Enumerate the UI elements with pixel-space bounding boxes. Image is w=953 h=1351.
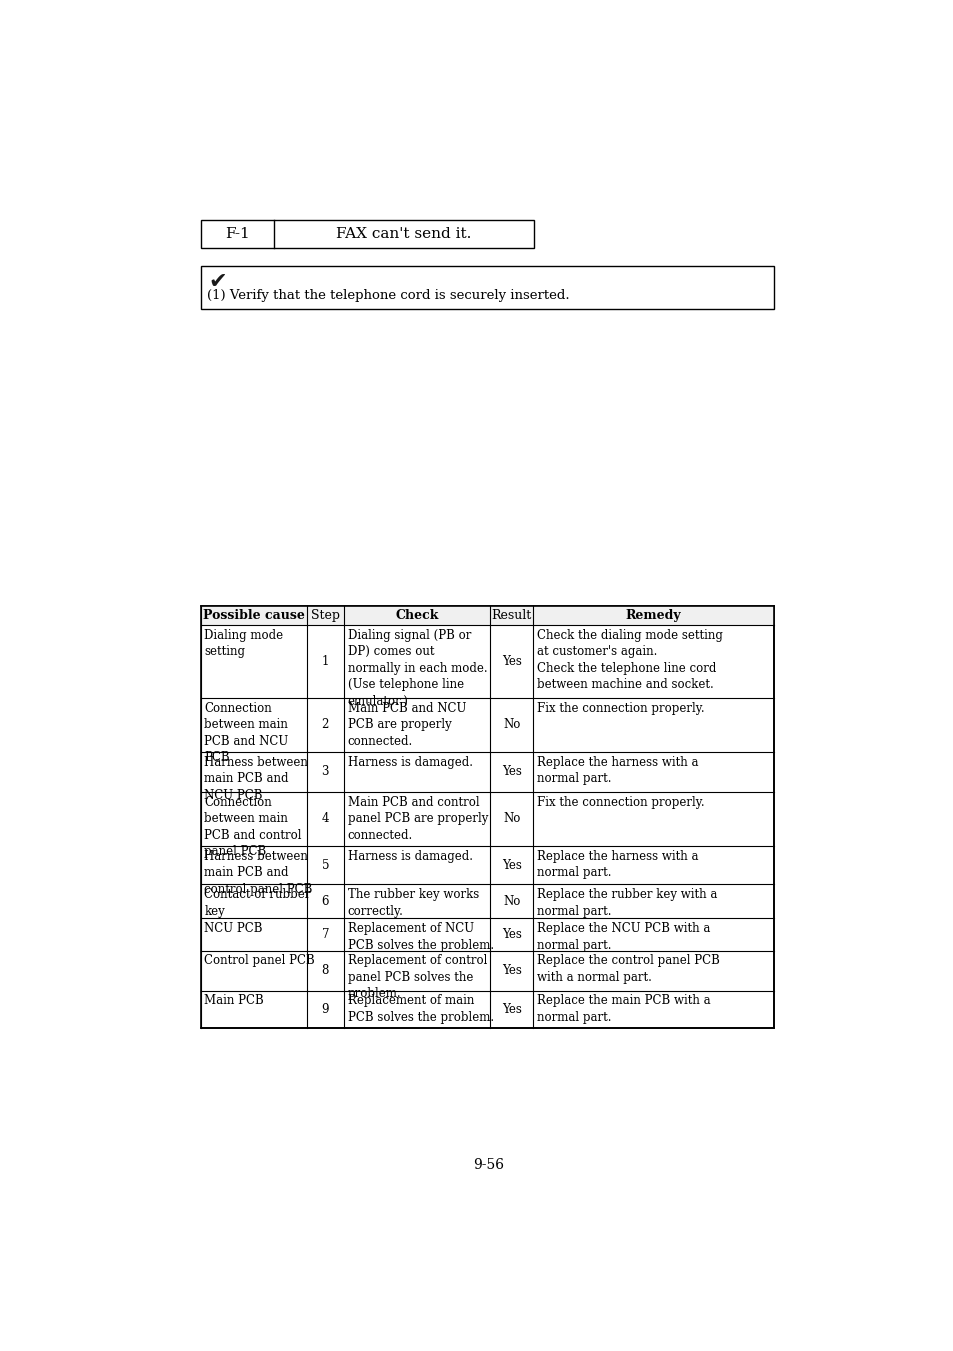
Text: ✔: ✔ (208, 273, 227, 292)
Text: Harness is damaged.: Harness is damaged. (348, 850, 473, 863)
Text: Harness is damaged.: Harness is damaged. (348, 755, 473, 769)
Text: Replacement of NCU
PCB solves the problem.: Replacement of NCU PCB solves the proble… (348, 923, 494, 951)
Text: Dialing mode
setting: Dialing mode setting (204, 628, 283, 658)
Text: Replace the rubber key with a
normal part.: Replace the rubber key with a normal par… (537, 888, 717, 917)
Text: Replace the NCU PCB with a
normal part.: Replace the NCU PCB with a normal part. (537, 923, 710, 951)
Text: Possible cause: Possible cause (203, 609, 304, 621)
Text: 5: 5 (321, 859, 329, 871)
Text: Yes: Yes (501, 766, 521, 778)
Text: 9-56: 9-56 (473, 1158, 504, 1173)
Text: 2: 2 (321, 719, 329, 731)
Text: Check: Check (395, 609, 438, 621)
Text: 8: 8 (321, 965, 329, 977)
Text: Connection
between main
PCB and control
panel PCB: Connection between main PCB and control … (204, 796, 302, 858)
Text: Yes: Yes (501, 1002, 521, 1016)
Text: NCU PCB: NCU PCB (204, 923, 263, 935)
Bar (200, 266, 773, 309)
Text: 3: 3 (321, 766, 329, 778)
Text: No: No (502, 719, 520, 731)
Text: Yes: Yes (501, 965, 521, 977)
Text: Fix the connection properly.: Fix the connection properly. (537, 703, 704, 715)
Text: Result: Result (491, 609, 532, 621)
Text: Step: Step (311, 609, 339, 621)
Text: The rubber key works
correctly.: The rubber key works correctly. (348, 888, 478, 917)
Text: Harness between
main PCB and
NCU PCB: Harness between main PCB and NCU PCB (204, 755, 308, 801)
Text: F-1: F-1 (225, 227, 250, 240)
Text: Yes: Yes (501, 928, 521, 940)
Text: Replacement of control
panel PCB solves the
problem.: Replacement of control panel PCB solves … (348, 954, 487, 1001)
Text: 1: 1 (321, 655, 329, 667)
Bar (200, 605, 773, 626)
Text: 9: 9 (321, 1002, 329, 1016)
Bar (200, 220, 534, 247)
Text: 4: 4 (321, 812, 329, 825)
Text: Replace the harness with a
normal part.: Replace the harness with a normal part. (537, 755, 698, 785)
Text: Connection
between main
PCB and NCU
PCB: Connection between main PCB and NCU PCB (204, 703, 289, 765)
Text: (1) Verify that the telephone cord is securely inserted.: (1) Verify that the telephone cord is se… (207, 289, 569, 303)
Text: No: No (502, 894, 520, 908)
Text: Check the dialing mode setting
at customer's again.
Check the telephone line cor: Check the dialing mode setting at custom… (537, 628, 722, 692)
Text: No: No (502, 812, 520, 825)
Text: FAX can't send it.: FAX can't send it. (336, 227, 471, 240)
Bar (200, 605, 773, 1028)
Text: Remedy: Remedy (625, 609, 680, 621)
Text: Dialing signal (PB or
DP) comes out
normally in each mode.
(Use telephone line
e: Dialing signal (PB or DP) comes out norm… (348, 628, 487, 708)
Text: Main PCB: Main PCB (204, 994, 264, 1008)
Text: Harness between
main PCB and
control panel PCB: Harness between main PCB and control pan… (204, 850, 313, 896)
Text: Replacement of main
PCB solves the problem.: Replacement of main PCB solves the probl… (348, 994, 494, 1024)
Text: Main PCB and control
panel PCB are properly
connected.: Main PCB and control panel PCB are prope… (348, 796, 488, 842)
Text: Contact of rubber
key: Contact of rubber key (204, 888, 311, 917)
Text: 7: 7 (321, 928, 329, 940)
Text: Replace the control panel PCB
with a normal part.: Replace the control panel PCB with a nor… (537, 954, 720, 984)
Text: 6: 6 (321, 894, 329, 908)
Text: Replace the harness with a
normal part.: Replace the harness with a normal part. (537, 850, 698, 880)
Text: Control panel PCB: Control panel PCB (204, 954, 314, 967)
Text: Yes: Yes (501, 859, 521, 871)
Text: Replace the main PCB with a
normal part.: Replace the main PCB with a normal part. (537, 994, 710, 1024)
Text: Fix the connection properly.: Fix the connection properly. (537, 796, 704, 809)
Text: Yes: Yes (501, 655, 521, 667)
Text: Main PCB and NCU
PCB are properly
connected.: Main PCB and NCU PCB are properly connec… (348, 703, 466, 748)
